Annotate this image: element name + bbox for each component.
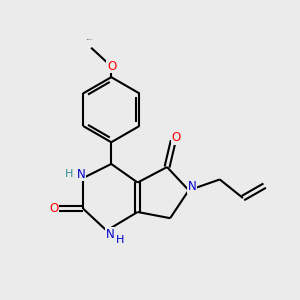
Text: methoxy: methoxy [86, 39, 93, 40]
Text: methoxy: methoxy [82, 37, 88, 38]
Text: H: H [65, 169, 74, 179]
Text: methoxy: methoxy [90, 45, 96, 46]
Text: O: O [49, 202, 58, 215]
Text: O: O [107, 60, 116, 73]
Text: H: H [116, 235, 124, 245]
Text: N: N [106, 228, 115, 241]
Text: N: N [76, 168, 85, 181]
Text: O: O [106, 58, 116, 71]
Text: N: N [188, 180, 197, 193]
Text: O: O [171, 131, 180, 144]
